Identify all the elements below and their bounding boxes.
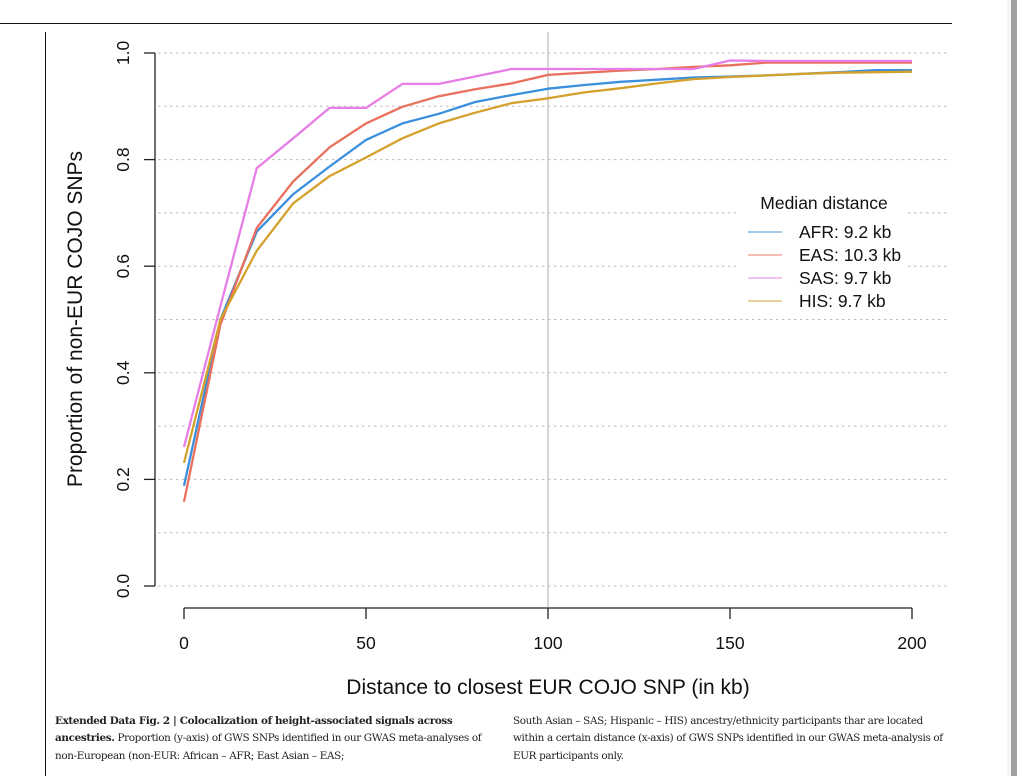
series-line-sas [182,59,912,448]
figure-caption-left: Extended Data Fig. 2 | Colocalization of… [55,713,495,765]
y-axis: 0.0 0.2 0.4 0.6 0.8 1.0 [113,41,156,599]
series-lines [182,59,913,503]
page-top-rule [0,23,952,24]
legend: Median distance AFR: 9.2 kb EAS: 10.3 kb S… [736,186,908,314]
legend-label-eas: EAS: 10.3 kb [799,245,901,265]
caption-text-left: Proportion (y-axis) of GWS SNPs identifi… [55,732,482,762]
series-line-his [182,70,913,464]
y-tick-label: 0.4 [113,360,133,385]
legend-label-afr: AFR: 9.2 kb [799,222,891,242]
legend-background [736,186,908,314]
scrollbar-track[interactable] [1007,0,1011,776]
x-tick-label: 50 [356,633,376,653]
y-tick-label: 0.2 [113,467,133,491]
legend-label-his: HIS: 9.7 kb [799,291,886,311]
y-tick-label: 0.0 [113,574,133,599]
x-tick-label: 0 [179,633,189,653]
scrollbar-thumb[interactable] [1011,0,1017,776]
y-tick-label: 0.6 [113,254,133,278]
y-tick-label: 1.0 [113,41,133,66]
y-axis-label: Proportion of non-EUR COJO SNPs [64,151,87,487]
x-tick-label: 100 [533,633,562,653]
x-axis: 0 50 100 150 200 [179,607,927,653]
figure-caption-right: South Asian – SAS; Hispanic – HIS) ances… [513,715,943,762]
x-tick-label: 200 [897,633,926,653]
x-tick-label: 150 [715,633,744,653]
legend-label-sas: SAS: 9.7 kb [799,268,891,288]
gridlines [158,52,948,587]
line-chart: 0.0 0.2 0.4 0.6 0.8 1.0 0 50 100 150 200 Proporti… [64,32,948,699]
caption-label: Extended Data Fig. 2 | Colocalization of… [55,715,453,745]
y-tick-label: 0.8 [113,147,133,171]
x-axis-label: Distance to closest EUR COJO SNP (in kb) [346,676,749,699]
legend-title: Median distance [760,193,887,213]
series-line-eas [182,61,912,503]
page-left-rule [45,32,46,776]
